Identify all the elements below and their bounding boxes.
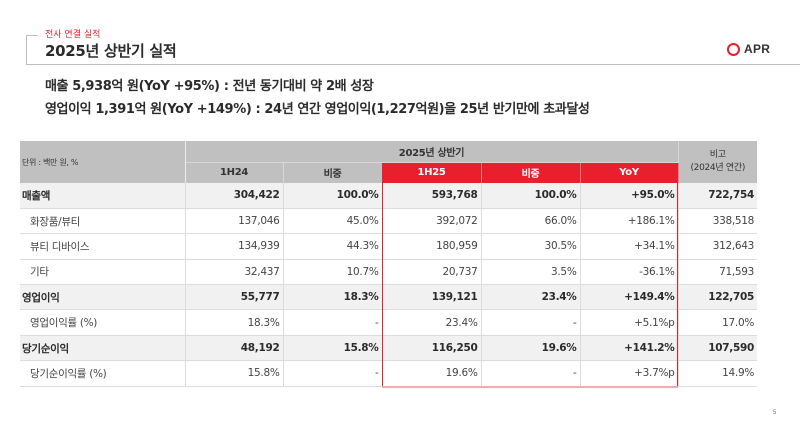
cell-value-1h25: 180,959 [382, 233, 482, 260]
cell-note-2024-annual: 338,518 [678, 208, 758, 235]
cell-value-1h25: 20,737 [382, 259, 482, 286]
row-label: 영업이익 [20, 284, 186, 311]
cell-share-1h24: 10.7% [283, 259, 383, 286]
col-header-share-1h24: 비중 [283, 162, 383, 183]
cell-yoy: +3.7%p [580, 360, 679, 387]
cell-yoy: -36.1% [580, 259, 679, 286]
cell-share-1h25: - [481, 309, 581, 336]
table-row: 매출액 304,422 100.0% 593,768 100.0% +95.0% 722,7… [20, 183, 758, 209]
note-header-line1: 비고 [709, 150, 726, 160]
table-row: 뷰티 디바이스 134,939 44.3% 180,959 30.5% +34.1% 312… [20, 233, 758, 260]
page-number: 5 [773, 410, 777, 416]
cell-note-2024-annual: 722,754 [678, 183, 758, 209]
table-row: 영업이익률 (%) 18.3% -23.4% - +5.1%p 17.0% [20, 309, 758, 336]
logo-text: APR [744, 42, 771, 56]
cell-value-1h24: 55,777 [185, 284, 284, 311]
table-row: 당기순이익률 (%) 15.8% -19.6% - +3.7%p 14.9% [20, 360, 758, 387]
cell-value-1h25: 139,121 [382, 284, 482, 311]
cell-share-1h24: 45.0% [283, 208, 383, 235]
cell-yoy: +141.2% [580, 335, 679, 362]
cell-value-1h24: 134,939 [185, 233, 284, 260]
table-row: 기타 32,437 10.7% 20,737 3.5% -36.1% 71,593 [20, 259, 758, 286]
cell-value-1h25: 23.4% [382, 309, 482, 336]
cell-yoy: +5.1%p [580, 309, 679, 336]
cell-note-2024-annual: 71,593 [678, 259, 758, 286]
row-label: 영업이익률 (%) [20, 309, 186, 336]
row-label: 뷰티 디바이스 [20, 233, 186, 260]
col-header-1h25: 1H25 [381, 162, 482, 183]
row-label: 매출액 [20, 183, 186, 209]
cell-share-1h24: 15.8% [283, 335, 383, 362]
table-row: 영업이익 55,777 18.3% 139,121 23.4% +149.4% 122,70… [20, 284, 758, 311]
cell-note-2024-annual: 17.0% [678, 309, 758, 336]
cell-note-2024-annual: 122,705 [678, 284, 758, 311]
cell-note-2024-annual: 14.9% [678, 360, 758, 387]
table-row: 당기순이익 48,192 15.8% 116,250 19.6% +141.2% 107,5… [20, 335, 758, 362]
table-header-row-2: 1H24 비중 1H25 비중 YoY [20, 162, 757, 183]
header-frame-tick [26, 35, 38, 36]
results-table: 단위 : 백만 원, % 2025년 상반기 비고 (2024년 연간) 1H2… [20, 141, 758, 387]
cell-share-1h24: 44.3% [283, 233, 383, 260]
unit-label: 단위 : 백만 원, % [20, 141, 186, 183]
section-label: 전사 연결 실적 [45, 30, 101, 40]
cell-yoy: +34.1% [580, 233, 679, 260]
company-logo: APR [727, 42, 770, 56]
row-label: 기타 [20, 259, 186, 286]
summary-revenue: 매출 5,938억 원(YoY +95%) : 전년 동기대비 약 2배 성장 [45, 79, 374, 94]
cell-value-1h24: 48,192 [185, 335, 284, 362]
cell-share-1h25: 66.0% [481, 208, 581, 235]
table-header-row-1: 단위 : 백만 원, % 2025년 상반기 비고 (2024년 연간) [20, 141, 758, 183]
summary-operating-profit: 영업이익 1,391억 원(YoY +149%) : 24년 연간 영업이익(1… [45, 102, 590, 117]
note-header: 비고 (2024년 연간) [678, 141, 758, 183]
cell-share-1h25: 30.5% [481, 233, 581, 260]
cell-note-2024-annual: 107,590 [678, 335, 758, 362]
row-label: 당기순이익 [20, 335, 186, 362]
header-frame [26, 35, 800, 65]
cell-share-1h24: - [283, 360, 383, 387]
cell-value-1h24: 32,437 [185, 259, 284, 286]
cell-share-1h25: - [481, 360, 581, 387]
cell-value-1h25: 116,250 [382, 335, 482, 362]
table-row: 화장품/뷰티 137,046 45.0% 392,072 66.0% +186.1% 338… [20, 208, 758, 235]
cell-value-1h25: 19.6% [382, 360, 482, 387]
cell-share-1h25: 23.4% [481, 284, 581, 311]
cell-share-1h24: - [283, 309, 383, 336]
logo-circle-icon [727, 42, 740, 56]
col-header-share-1h25: 비중 [481, 162, 581, 183]
cell-yoy: +149.4% [580, 284, 679, 311]
col-header-1h24: 1H24 [185, 162, 284, 183]
cell-share-1h25: 19.6% [481, 335, 581, 362]
cell-value-1h25: 392,072 [382, 208, 482, 235]
cell-share-1h25: 3.5% [481, 259, 581, 286]
cell-value-1h24: 18.3% [185, 309, 284, 336]
row-label: 당기순이익률 (%) [20, 360, 186, 387]
cell-yoy: +186.1% [580, 208, 679, 235]
col-header-yoy: YoY [580, 162, 679, 183]
note-header-line2: (2024년 연간) [690, 163, 746, 173]
cell-value-1h25: 593,768 [382, 183, 482, 209]
cell-yoy: +95.0% [580, 183, 679, 209]
page-title: 2025년 상반기 실적 [45, 42, 177, 60]
cell-share-1h25: 100.0% [481, 183, 581, 209]
cell-value-1h24: 15.8% [185, 360, 284, 387]
cell-value-1h24: 137,046 [185, 208, 284, 235]
group-header-2025h1: 2025년 상반기 [185, 141, 679, 163]
cell-share-1h24: 18.3% [283, 284, 383, 311]
cell-share-1h24: 100.0% [283, 183, 383, 209]
cell-value-1h24: 304,422 [185, 183, 284, 209]
row-label: 화장품/뷰티 [20, 208, 186, 235]
cell-note-2024-annual: 312,643 [678, 233, 758, 260]
